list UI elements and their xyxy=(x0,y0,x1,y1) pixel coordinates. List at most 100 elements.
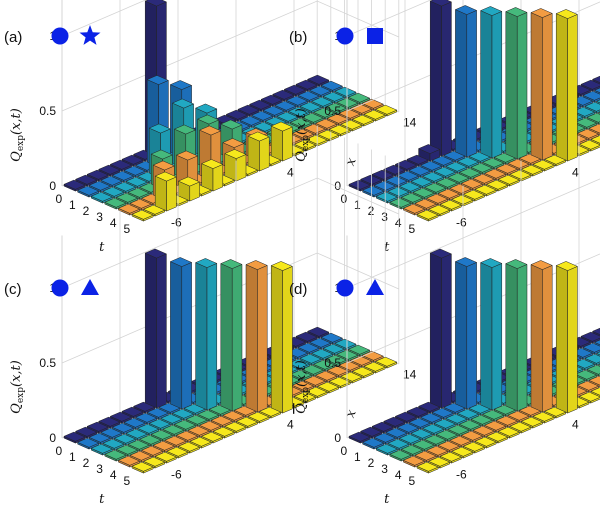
floor-tile-top xyxy=(200,431,224,442)
floor-tile-top xyxy=(100,175,123,186)
floor-tile-top xyxy=(359,426,383,437)
floor-tile xyxy=(447,172,470,185)
floor-tile-top xyxy=(295,79,318,90)
floor-tile-top xyxy=(543,154,567,165)
floor-tile xyxy=(117,455,141,468)
bar xyxy=(169,257,193,410)
floor-tile-top xyxy=(142,204,166,215)
floor-tile-top xyxy=(90,443,114,454)
floor-tile-top xyxy=(363,109,386,120)
floor-tile-top xyxy=(347,344,371,355)
floor-tile-top xyxy=(185,414,208,425)
floor-tile-top xyxy=(423,182,447,193)
floor-tile-top xyxy=(247,411,270,422)
floor-tile-top xyxy=(86,421,110,432)
floor-tile-top xyxy=(447,424,470,435)
floor-tile-top xyxy=(320,80,344,91)
floor-tile-top xyxy=(132,401,156,412)
floor-tile xyxy=(481,409,505,422)
t-tick-label: 3 xyxy=(96,210,103,224)
floor-tile xyxy=(416,461,439,474)
floor-tile-top xyxy=(387,438,410,449)
floor-tile-top xyxy=(285,95,309,106)
bar xyxy=(505,259,528,412)
floor-tile-top xyxy=(117,455,141,466)
floor-tile-top xyxy=(322,343,346,354)
floor-tile xyxy=(63,179,86,192)
floor-tile-top xyxy=(140,445,164,456)
floor-tile-top xyxy=(462,441,486,452)
floor-tile-top xyxy=(173,419,197,430)
t-axis-label: t xyxy=(384,240,390,255)
floor-tile-top xyxy=(374,104,398,115)
bar-front xyxy=(542,13,553,161)
floor-tile-top xyxy=(324,102,348,113)
floor-tile-top xyxy=(458,167,482,178)
floor-tile-top xyxy=(439,199,463,210)
bar-side xyxy=(505,11,518,160)
bar xyxy=(194,258,218,411)
square-marker-icon xyxy=(367,28,383,44)
bar-front xyxy=(212,164,224,192)
floor-tile-top xyxy=(485,179,509,190)
floor-tile-top xyxy=(389,197,412,208)
floor-tile-top xyxy=(63,431,86,442)
floor-tile-top xyxy=(483,168,507,179)
floor-tile-top xyxy=(427,204,451,215)
x-tick-label: 4 xyxy=(287,418,294,432)
floor-tile-top xyxy=(189,436,212,447)
floor-tile-top xyxy=(129,198,152,209)
bar-front xyxy=(542,265,553,413)
floor-tile xyxy=(425,445,449,458)
bar xyxy=(479,258,503,411)
floor-tile-top xyxy=(406,154,429,165)
floor-tile-top xyxy=(310,348,334,359)
floor-tile-top xyxy=(338,108,361,119)
floor-tile-top xyxy=(131,209,154,220)
bar-side xyxy=(270,265,283,414)
floor-tile-top xyxy=(483,420,507,431)
t-tick-label: 0 xyxy=(340,192,347,206)
bar-top xyxy=(150,149,174,160)
t-tick-label: 2 xyxy=(368,456,375,470)
floor-tile-top xyxy=(361,98,384,109)
floor-tile xyxy=(326,365,350,378)
floor-tile-top xyxy=(586,112,600,123)
floor-tile-top xyxy=(272,89,295,100)
floor-tile-top xyxy=(396,170,420,181)
floor-tile-top xyxy=(328,376,352,387)
floor-tile-top xyxy=(123,165,146,176)
bar-top xyxy=(454,257,478,267)
x-tick-label: -6 xyxy=(171,216,182,230)
bar-top xyxy=(146,75,170,85)
floor-tile-top xyxy=(127,439,150,450)
floor-tile xyxy=(129,198,152,211)
bar-top xyxy=(555,9,579,19)
floor-tile-top xyxy=(349,103,373,114)
floor-tile xyxy=(340,119,363,132)
floor-tile-top xyxy=(125,176,148,187)
floor-tile-top xyxy=(287,106,311,117)
z-tick-label: 0.5 xyxy=(324,356,341,370)
floor-tile-top xyxy=(419,412,443,423)
floor-tile-top xyxy=(361,185,385,196)
floor-tile-top xyxy=(383,164,406,175)
floor-tile-top xyxy=(412,439,435,450)
floor-tile-top xyxy=(314,118,338,129)
floor-tile xyxy=(374,104,398,117)
bar-top xyxy=(169,257,193,267)
floor-tile-top xyxy=(447,172,470,183)
t-tick-label: 1 xyxy=(354,450,361,464)
bar-side xyxy=(555,265,568,414)
floor-tile-top xyxy=(305,386,328,397)
floor-tile-top xyxy=(164,435,187,446)
floor-tile xyxy=(295,331,318,344)
floor-tile xyxy=(460,178,484,191)
bar-side xyxy=(455,261,468,410)
floor-tile xyxy=(250,110,274,123)
floor-tile-top xyxy=(456,408,480,419)
floor-tile-top xyxy=(425,445,449,456)
floor-tile-top xyxy=(212,426,236,437)
floor-tile-top xyxy=(416,209,439,220)
